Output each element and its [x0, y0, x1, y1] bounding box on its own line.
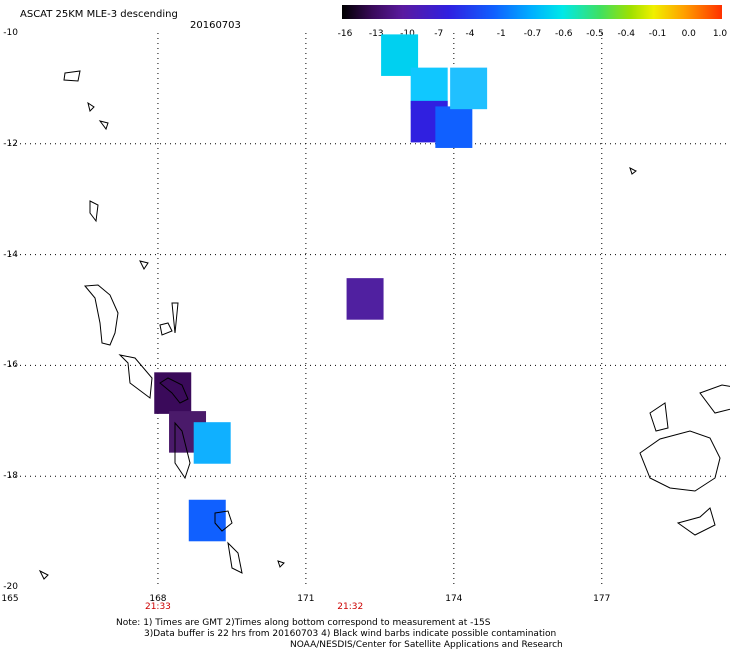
- coast-island: [676, 507, 716, 536]
- coast-island: [227, 541, 243, 574]
- data-cell: [450, 67, 488, 110]
- map-grid: [10, 33, 730, 587]
- lat-tick-label: -18: [3, 471, 18, 482]
- colorbar-tick-label: -0.7: [523, 29, 542, 39]
- colorbar-tick-label: -0.4: [617, 29, 636, 39]
- chart-date: 20160703: [190, 20, 241, 31]
- colorbar-tick-label: -7: [434, 29, 444, 39]
- note-line-2: 3)Data buffer is 22 hrs from 20160703 4)…: [144, 629, 557, 639]
- data-cell: [188, 499, 226, 542]
- coast-island: [699, 384, 730, 414]
- colorbar-tick-label: 0.0: [681, 29, 696, 39]
- coast-island: [118, 354, 153, 399]
- coast-island: [38, 569, 49, 580]
- data-cells: [154, 34, 488, 542]
- coast-island: [649, 402, 669, 432]
- coastlines: [38, 70, 730, 580]
- colorbar: [342, 5, 722, 19]
- colorbar-tick-label: -0.5: [586, 29, 604, 39]
- coast-island: [87, 101, 95, 112]
- coast-island: [139, 260, 149, 270]
- coast-island: [159, 322, 173, 336]
- data-cell: [435, 106, 473, 148]
- coast-island: [159, 377, 189, 404]
- lat-tick-label: -10: [3, 28, 18, 38]
- lon-tick-label: 174: [445, 594, 463, 604]
- lat-tick-label: -14: [3, 249, 18, 260]
- coast-island: [629, 167, 637, 175]
- colorbar-tick-label: -4: [465, 29, 475, 39]
- data-cell: [193, 422, 231, 464]
- time-label: 21:33: [144, 602, 171, 612]
- coast-island: [98, 120, 109, 131]
- lat-tick-label: -16: [3, 360, 18, 371]
- coast-island: [63, 70, 81, 82]
- colorbar-tick-label: -16: [337, 29, 353, 39]
- coast-island: [171, 302, 179, 334]
- colorbar-tick-label: -13: [368, 29, 384, 39]
- coast-island: [89, 200, 99, 223]
- coast-island: [277, 560, 285, 568]
- coast-island: [174, 421, 191, 480]
- lon-tick-label: 177: [593, 594, 611, 604]
- map-plot: [10, 33, 730, 587]
- credit-line: NOAA/NESDIS/Center for Satellite Applica…: [290, 640, 563, 650]
- colorbar-tick-label: -0.6: [554, 29, 573, 39]
- colorbar-tick-label: 1.0: [712, 29, 728, 39]
- lat-tick-label: -20: [3, 582, 18, 592]
- time-label: 21:32: [337, 602, 364, 612]
- coast-island: [639, 430, 721, 492]
- data-cell: [346, 278, 384, 320]
- lon-tick-label: 168: [149, 594, 167, 604]
- lat-tick-label: -12: [3, 138, 18, 149]
- colorbar-tick-label: -0.1: [648, 29, 667, 39]
- note-line-1: Note: 1) Times are GMT 2)Times along bot…: [116, 618, 491, 628]
- colorbar-tick-label: -1: [496, 29, 506, 39]
- lon-tick-label: 171: [297, 594, 315, 604]
- coast-island: [83, 284, 119, 346]
- colorbar-tick-label: -10: [400, 29, 415, 39]
- lon-tick-label: 165: [1, 594, 19, 604]
- coast-island: [214, 510, 233, 532]
- chart-title: ASCAT 25KM MLE-3 descending: [20, 9, 178, 20]
